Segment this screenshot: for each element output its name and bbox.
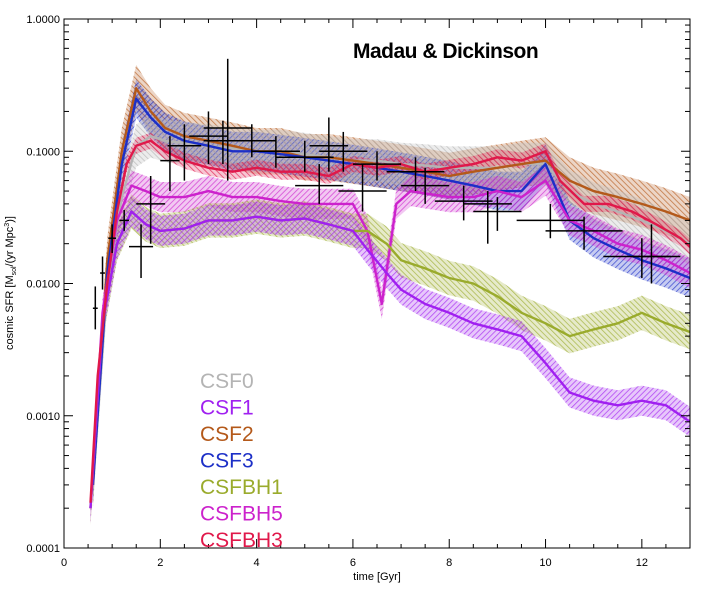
observation-point [108, 224, 117, 254]
y-tick-label: 0.1000 [26, 146, 60, 158]
legend-entry-csfbh3: CSFBH3 [200, 529, 283, 552]
observation-point [352, 151, 402, 181]
legend-entry-csfbh1: CSFBH1 [200, 476, 283, 499]
y-axis-label-end: )] [4, 216, 16, 223]
line-csfbh3 [89, 139, 690, 503]
legend-entry-csf3: CSF3 [200, 450, 254, 473]
x-tick-label: 6 [350, 557, 356, 569]
observation-point [463, 191, 512, 244]
x-tick-label: 8 [446, 557, 452, 569]
band-csf0 [92, 114, 690, 507]
x-tick-label: 2 [157, 557, 163, 569]
y-axis-label-sup: 3 [4, 223, 11, 227]
observation-point [473, 197, 522, 231]
chart-title: Madau & Dickinson [353, 40, 538, 63]
observation-errorbars [92, 58, 681, 330]
y-tick-label: 1.0000 [26, 14, 60, 26]
x-axis-label: time [Gyr] [353, 571, 401, 583]
series-lines [89, 86, 690, 509]
y-tick-label: 0.0100 [26, 279, 60, 291]
line-csfbh5 [89, 179, 690, 509]
y-axis-label-sub: sol [11, 266, 18, 275]
legend-entry-csf0: CSF0 [200, 370, 254, 393]
observation-point [203, 58, 252, 181]
y-axis-label: cosmic SFR [Msol/(yr Mpc3)] [4, 216, 18, 350]
observation-point [251, 136, 300, 168]
x-tick-label: 0 [61, 557, 67, 569]
observation-point [92, 286, 98, 330]
observation-point [632, 224, 671, 284]
observation-point [100, 256, 105, 290]
y-tick-label: 0.0010 [26, 411, 60, 423]
observation-point [136, 175, 166, 244]
y-axis-label-mid: /(yr Mpc [4, 226, 16, 266]
x-tick-label: 12 [636, 557, 648, 569]
observation-point [189, 111, 228, 165]
legend-entry-csf1: CSF1 [200, 397, 254, 420]
observation-point [338, 164, 387, 212]
line-csf2 [91, 86, 690, 485]
observation-point [275, 140, 334, 172]
legend-entry-csfbh5: CSFBH5 [200, 503, 283, 526]
observation-point [545, 216, 623, 250]
observation-point [434, 185, 493, 221]
observation-point [319, 131, 368, 172]
axes: 0 2 4 6 8 10 12 0.0001 0.0010 0.0100 0.1000 1.0000 [26, 14, 691, 569]
legend-entry-csf2: CSF2 [200, 423, 254, 446]
observation-point [401, 167, 450, 204]
line-csf1 [89, 210, 690, 509]
observation-point [129, 224, 154, 279]
x-tick-label: 10 [539, 557, 551, 569]
legend: CSF0 CSF1 CSF2 CSF3 CSFBH1 CSFBH5 CSFBH3 [200, 370, 283, 552]
x-tick-label: 4 [254, 557, 260, 569]
line-csf0 [91, 134, 690, 485]
observation-point [167, 124, 202, 181]
observation-point [119, 209, 130, 231]
y-tick-label: 0.0001 [26, 543, 60, 555]
observation-point [516, 203, 585, 239]
observation-point [309, 117, 349, 172]
observation-point [295, 164, 344, 204]
